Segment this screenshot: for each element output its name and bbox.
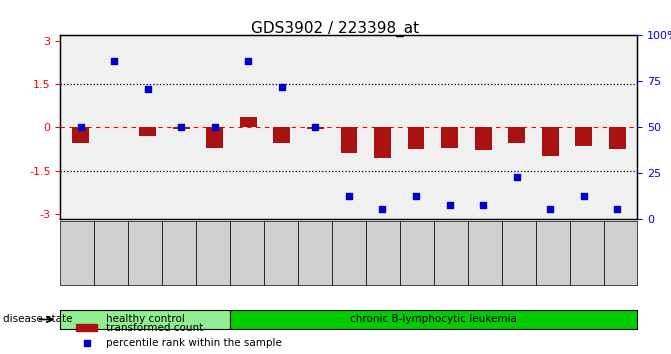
Bar [575, 127, 592, 146]
Point [578, 194, 589, 199]
Point [411, 194, 421, 199]
Bar [240, 118, 256, 127]
Point [377, 207, 388, 212]
Bar [609, 127, 625, 149]
Bar [508, 127, 525, 143]
Text: GDS3902 / 223398_at: GDS3902 / 223398_at [252, 21, 419, 38]
Point [109, 58, 119, 64]
Bar [474, 127, 491, 150]
Bar [374, 127, 391, 158]
Point [545, 207, 556, 212]
Point [478, 202, 488, 208]
Bar [441, 127, 458, 148]
Point [276, 84, 287, 90]
Bar [72, 127, 89, 143]
Point [612, 207, 623, 212]
Bar [307, 127, 323, 129]
Bar [273, 127, 290, 143]
Point [176, 125, 187, 130]
Point [344, 194, 354, 199]
Legend: transformed count, percentile rank within the sample: transformed count, percentile rank withi… [72, 319, 286, 352]
Bar [407, 127, 424, 149]
Text: healthy control: healthy control [106, 314, 185, 325]
Bar [140, 127, 156, 136]
Point [75, 125, 86, 130]
Point [444, 202, 455, 208]
Bar [340, 127, 357, 153]
Text: chronic B-lymphocytic leukemia: chronic B-lymphocytic leukemia [350, 314, 517, 325]
Point [511, 174, 522, 180]
Point [243, 58, 254, 64]
Bar [206, 127, 223, 148]
Point [209, 125, 220, 130]
Point [142, 86, 153, 91]
Text: disease state: disease state [3, 314, 73, 325]
Point [310, 125, 321, 130]
Bar [172, 127, 189, 129]
Bar [541, 127, 558, 156]
